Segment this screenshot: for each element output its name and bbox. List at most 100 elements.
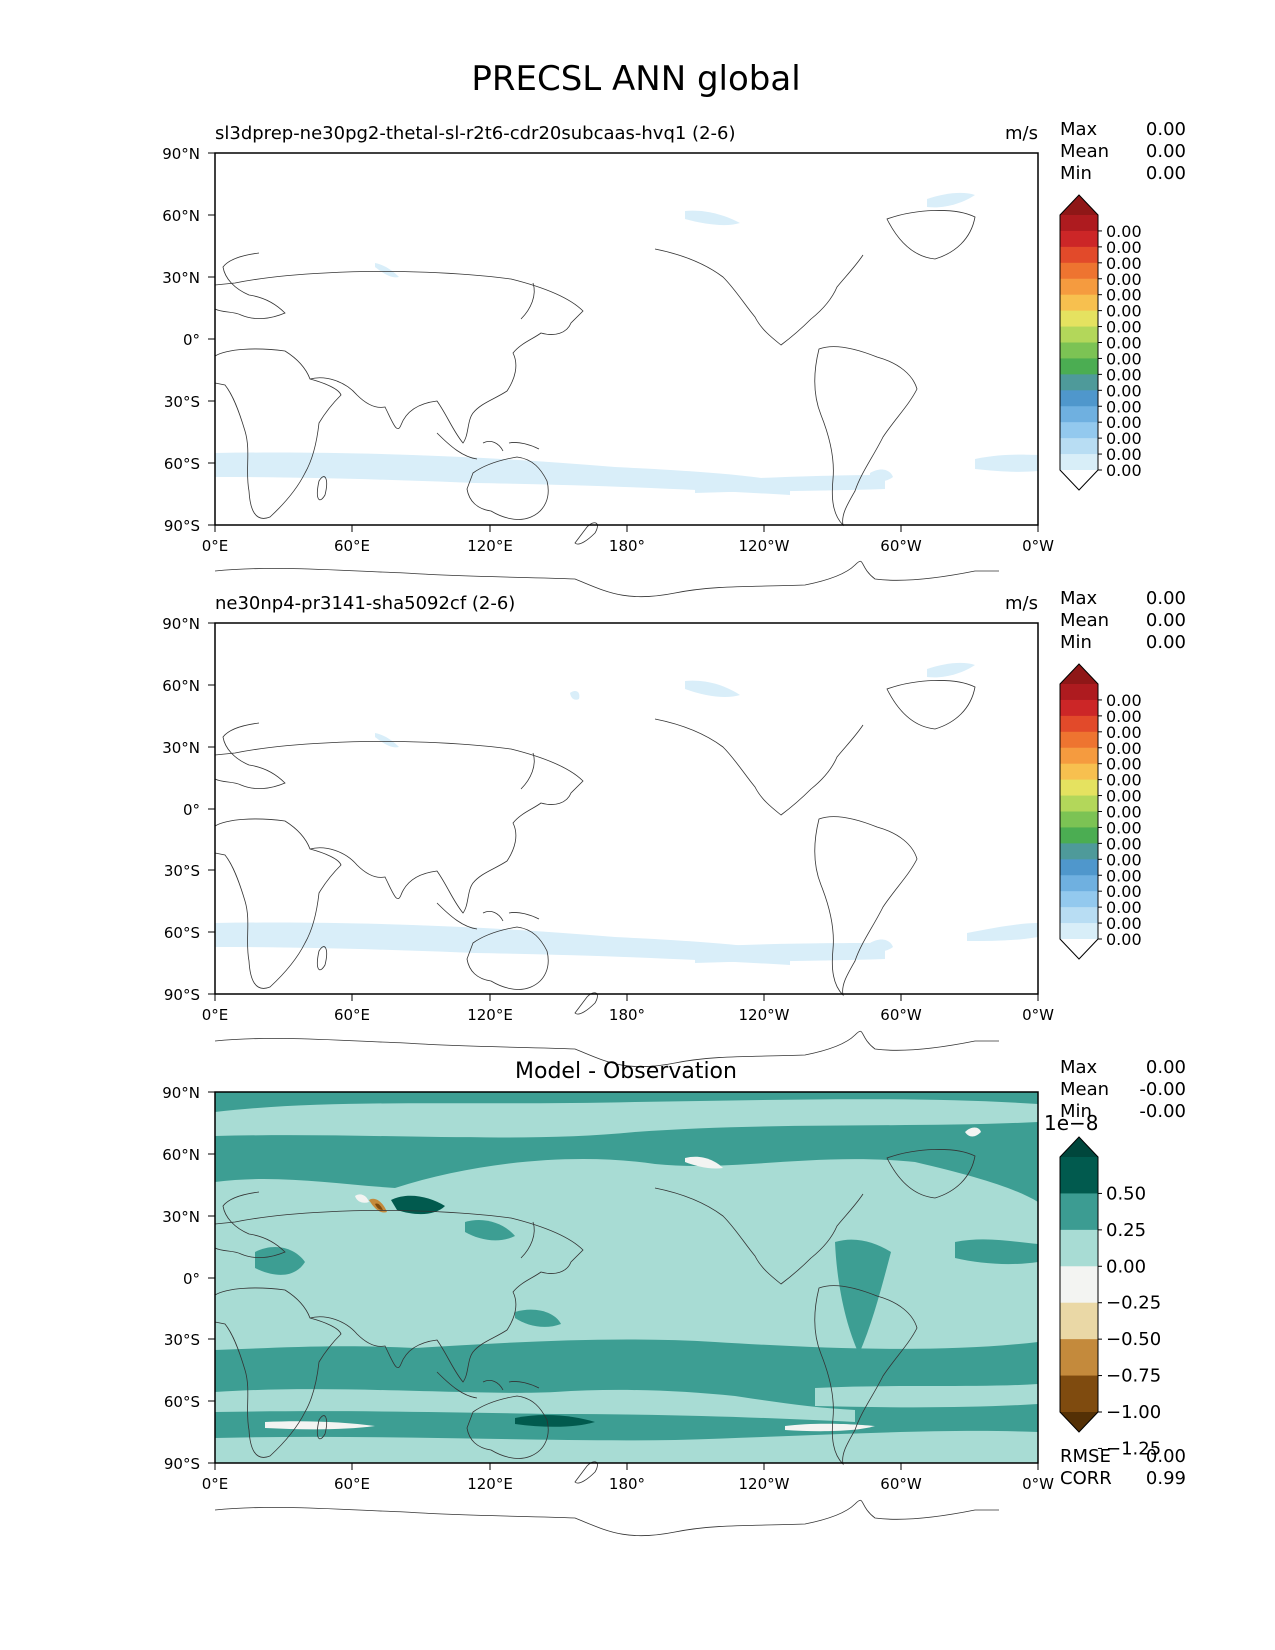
lon-tick-label: 120°E: [467, 537, 513, 555]
colorbar-tick-label: 0.00: [1106, 755, 1142, 774]
colorbar-tick-label: 0.00: [1106, 834, 1142, 853]
colorbar-tick-label: 0.00: [1106, 739, 1142, 758]
lat-tick-label: 90°N: [162, 145, 200, 163]
colorbar-extend-bottom: [1060, 939, 1098, 959]
stat-label: Min: [1060, 163, 1092, 184]
colorbar-tick-label: −0.25: [1106, 1293, 1161, 1314]
stat-value: 0.00: [1146, 610, 1186, 631]
colorbar-extend-top: [1060, 195, 1098, 215]
lon-tick-label: 60°E: [334, 1006, 370, 1024]
lat-tick-label: 90°S: [164, 517, 200, 535]
colorbar-segment: [1060, 891, 1098, 908]
precip-fill: [215, 192, 1038, 495]
colorbar-segment: [1060, 684, 1098, 701]
colorbar-tick-label: 0.00: [1106, 866, 1142, 885]
lon-tick-label: 120°W: [739, 1006, 790, 1024]
colorbar-segment: [1060, 1157, 1098, 1194]
colorbar-segment: [1060, 827, 1098, 844]
colorbar-tick-label: 0.00: [1106, 445, 1142, 464]
stat-value: -0.00: [1139, 1101, 1186, 1122]
lon-tick-label: 60°W: [880, 1006, 922, 1024]
colorbar-extend-top: [1060, 664, 1098, 684]
colorbar-tick-label: 0.00: [1106, 914, 1142, 933]
colorbar-segment: [1060, 1266, 1098, 1304]
lon-ticks: 0°E 60°E 120°E 180° 120°W 60°W 0°W: [202, 1463, 1054, 1493]
colorbar-segment: [1060, 907, 1098, 924]
colorbar-segment: [1060, 875, 1098, 892]
colorbar-scale-label: 1e−8: [1044, 1111, 1099, 1135]
colorbar-tick-label: 0.00: [1106, 723, 1142, 742]
colorbar-segment: [1060, 1339, 1098, 1377]
stat-value: 0.00: [1146, 141, 1186, 162]
lat-tick-label: 90°N: [162, 615, 200, 633]
lon-ticks: 0°E 60°E 120°E 180° 120°W 60°W 0°W: [202, 525, 1054, 555]
lat-tick-label: 0°: [183, 801, 200, 819]
colorbar-segment: [1060, 390, 1098, 407]
colorbar-segment: [1060, 715, 1098, 733]
colorbar-tick-label: 0.00: [1106, 707, 1142, 726]
panel-title: sl3dprep-ne30pg2-thetal-sl-r2t6-cdr20sub…: [215, 123, 736, 144]
colorbar-segment: [1060, 278, 1098, 296]
colorbar-segment: [1060, 1375, 1098, 1413]
colorbar-tick-label: 0.00: [1106, 286, 1142, 305]
lat-tick-label: 60°S: [164, 924, 200, 942]
lat-tick-label: 30°N: [162, 269, 200, 287]
colorbar-segment: [1060, 342, 1098, 359]
lat-tick-label: 90°N: [162, 1084, 200, 1102]
stats-block: Max 0.00 Mean -0.00 Min -0.00: [1060, 1057, 1186, 1122]
lon-tick-label: 0°W: [1022, 1006, 1054, 1024]
colorbar-segment: [1060, 795, 1098, 812]
colorbar-segment: [1060, 779, 1098, 797]
lat-ticks: 90°N 60°N 30°N 0° 30°S 60°S 90°S: [162, 615, 215, 1004]
colorbar-tick-label: 0.00: [1106, 461, 1142, 480]
stat-label: Max: [1060, 1057, 1098, 1078]
lat-tick-label: 30°N: [162, 1208, 200, 1226]
colorbar-tick-label: 0.25: [1106, 1220, 1146, 1241]
colorbar-tick-label: 0.00: [1106, 898, 1142, 917]
lon-tick-label: 60°E: [334, 1475, 370, 1493]
colorbar-tick-label: 0.00: [1106, 882, 1142, 901]
stat-label: Max: [1060, 119, 1098, 140]
map-area: [214, 1091, 1039, 1537]
lat-tick-label: 60°N: [162, 1146, 200, 1164]
stat-value: 0.00: [1146, 1057, 1186, 1078]
lon-tick-label: 180°: [609, 1475, 645, 1493]
colorbar-tick-label: 0.00: [1106, 691, 1142, 710]
stat-value: 0.99: [1146, 1468, 1186, 1489]
colorbar: 0.50 0.25 0.00 −0.25 −0.50 −0.75 −1.00 −1.25: [1059, 1136, 1161, 1459]
colorbar-segment: [1060, 1302, 1098, 1340]
stat-value: 0.00: [1146, 1446, 1186, 1467]
colorbar-tick-label: 0.00: [1106, 238, 1142, 257]
colorbar-segment: [1060, 294, 1098, 312]
lon-tick-label: 0°E: [202, 1475, 229, 1493]
colorbar-tick-label: 0.50: [1106, 1183, 1146, 1204]
lon-tick-label: 120°E: [467, 1475, 513, 1493]
colorbar-tick-label: 0.00: [1106, 787, 1142, 806]
lon-ticks: 0°E 60°E 120°E 180° 120°W 60°W 0°W: [202, 994, 1054, 1024]
colorbar-tick-label: 0.00: [1106, 803, 1142, 822]
colorbar-tick-label: 0.00: [1106, 302, 1142, 321]
lon-tick-label: 120°W: [739, 1475, 790, 1493]
units-label: m/s: [1005, 123, 1038, 144]
colorbar-tick-label: 0.00: [1106, 397, 1142, 416]
colorbar-segment: [1060, 215, 1098, 232]
panel-title: Model - Observation: [515, 1059, 737, 1084]
colorbar-tick-label: −1.25: [1106, 1438, 1161, 1459]
lon-tick-label: 120°W: [739, 537, 790, 555]
colorbar-segment: [1060, 1193, 1098, 1231]
colorbar-tick-label: 0.00: [1106, 1256, 1146, 1277]
figure-title: PRECSL ANN global: [471, 59, 800, 99]
lat-tick-label: 0°: [183, 331, 200, 349]
colorbar: 0.000.000.000.000.000.000.000.000.000.00…: [1059, 663, 1142, 960]
colorbar-segment: [1060, 843, 1098, 860]
colorbar-segment: [1060, 811, 1098, 828]
colorbar-tick-label: 0.00: [1106, 334, 1142, 353]
lon-tick-label: 180°: [609, 1006, 645, 1024]
lat-tick-label: 60°S: [164, 455, 200, 473]
panel-difference: Model - Observation: [162, 1057, 1186, 1537]
colorbar-segment: [1060, 747, 1098, 765]
colorbar-tick-label: −1.00: [1106, 1402, 1161, 1423]
lon-tick-label: 0°E: [202, 537, 229, 555]
units-label: m/s: [1005, 593, 1038, 614]
colorbar: 0.000.000.000.000.000.000.000.000.000.00…: [1059, 194, 1142, 491]
